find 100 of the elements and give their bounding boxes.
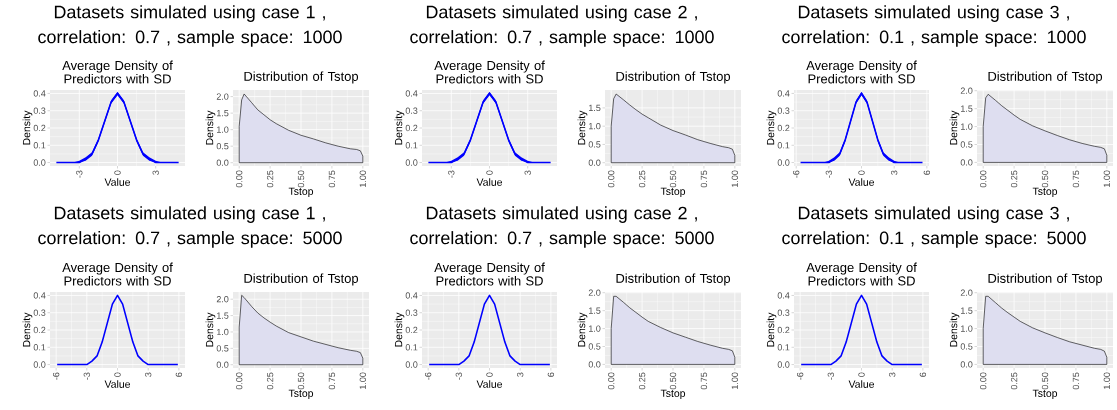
y-tick-label: 0.1 [405,142,418,149]
y-tick-label: 0.5 [216,142,229,150]
y-tick-label: 1.5 [961,105,973,112]
x-axis-title: Value [848,380,875,388]
chart-title: Distribution of Tstop [616,71,731,84]
x-tick-label: 1.00 [731,170,739,187]
y-tick-label: 0.3 [777,107,790,114]
y-tick-label: 0.0 [405,159,418,166]
x-tick-label: 0.00 [980,372,987,390]
y-axis-title: Density [577,312,588,347]
x-tick-label: 0.25 [1010,170,1018,188]
y-tick-label: 1.0 [589,122,601,130]
x-tick-label: -3 [825,170,833,178]
x-tick-label: 0.75 [1072,372,1080,390]
y-tick-label: 0.2 [33,326,46,334]
chart-title: Distribution of Tstop [988,273,1103,286]
y-tick-label: 0.2 [33,124,46,132]
x-tick-label: -3 [448,170,455,178]
y-axis-title: Density [766,110,777,145]
x-tick-label: 0.50 [669,170,677,188]
chart-title: Datasets simulated using case 2 , correlation: 0.7 , sample space: 1000 [410,5,714,47]
x-tick-label: -3 [83,372,91,380]
x-axis-title: Tstop [288,187,314,198]
x-tick-label: 0.00 [980,170,987,188]
x-tick-label: 1.00 [731,372,739,389]
x-tick-label: 6 [175,372,183,377]
x-axis-title: Tstop [1032,187,1058,198]
y-tick-label: 0.0 [777,361,790,368]
x-tick-label: 0.00 [236,372,243,390]
y-tick-label: 0.0 [777,159,790,166]
chart-title: Datasets simulated using case 1 , correlation: 0.7 , sample space: 1000 [38,5,342,47]
chart-title: Distribution of Tstop [988,71,1103,84]
x-tick-label: 0.25 [1010,372,1018,390]
x-tick-label: 0.75 [328,170,336,188]
y-tick-label: 0.0 [960,159,973,166]
y-tick-label: 1.0 [589,325,601,332]
x-axis-title: Tstop [288,389,314,400]
y-tick-label: 0.0 [216,159,229,166]
y-axis-title: Density [766,312,777,347]
x-tick-label: -6 [52,372,60,380]
y-tick-label: 0.0 [960,361,973,368]
x-tick-label: 0.75 [700,372,708,390]
y-tick-label: 2.0 [588,289,601,296]
x-axis-title: Tstop [660,389,686,400]
x-tick-label: -6 [793,170,800,178]
y-tick-label: 0.4 [777,90,790,97]
x-tick-label: 3 [891,170,898,175]
chart-title: Datasets simulated using case 3 , correlation: 0.1 , sample space: 5000 [782,206,1086,248]
x-axis-title: Tstop [660,187,686,198]
x-tick-label: 0.25 [266,372,274,390]
x-tick-label: 0 [858,170,865,175]
x-tick-label: -3 [827,372,835,380]
y-tick-label: 1.5 [217,110,229,117]
x-tick-label: 0.00 [608,372,615,390]
chart-subtitle: Average Density of Predictors with SD [806,262,917,286]
x-tick-label: 0 [114,170,121,175]
y-tick-label: 0.5 [588,343,601,350]
chart-subtitle: Average Density of Predictors with SD [62,60,173,84]
y-tick-label: 0.2 [777,326,790,334]
y-tick-label: 1.5 [961,307,973,314]
x-tick-label: -6 [796,372,804,380]
y-tick-label: 0.4 [405,90,418,97]
y-tick-label: 1.0 [961,325,973,332]
y-tick-label: 0.5 [960,141,973,148]
y-tick-label: 0.2 [777,124,790,132]
x-tick-label: 0.00 [236,170,243,188]
y-tick-label: 0.5 [588,141,601,148]
y-tick-label: 0.1 [33,142,46,149]
x-tick-label: 0.75 [1072,170,1080,188]
y-tick-label: 1.0 [961,123,973,130]
y-tick-label: 0.0 [588,361,601,368]
y-tick-label: 0.1 [777,142,790,149]
chart-subtitle: Average Density of Predictors with SD [62,262,173,286]
x-axis-title: Value [104,178,131,186]
x-tick-label: 0 [486,170,493,175]
y-tick-label: 0.3 [33,107,46,114]
x-axis-title: Value [476,178,503,186]
x-tick-label: 3 [145,372,152,377]
x-tick-label: 1.00 [1103,372,1111,389]
y-tick-label: 0.1 [405,344,418,351]
x-axis-title: Tstop [1032,389,1058,400]
y-axis-title: Density [949,110,960,145]
y-tick-label: 0.1 [33,344,46,351]
y-tick-label: 0.4 [33,90,46,97]
x-tick-label: -3 [455,372,463,380]
y-tick-label: 1.5 [589,307,601,314]
x-tick-label: 0.50 [1041,170,1049,188]
x-tick-label: 0.25 [266,170,274,188]
y-tick-label: 0.0 [588,159,601,166]
x-tick-label: 0.50 [297,170,305,188]
x-tick-label: 3 [889,372,896,377]
y-axis-title: Density [949,312,960,347]
x-axis-title: Value [104,380,131,388]
y-tick-label: 1.5 [589,104,601,112]
x-tick-label: 0.75 [328,372,336,390]
x-tick-label: 0 [486,372,493,377]
x-tick-label: 3 [152,170,159,175]
chart-subtitle: Average Density of Predictors with SD [434,262,545,286]
x-tick-label: 6 [919,372,927,377]
y-tick-label: 0.4 [777,292,790,299]
